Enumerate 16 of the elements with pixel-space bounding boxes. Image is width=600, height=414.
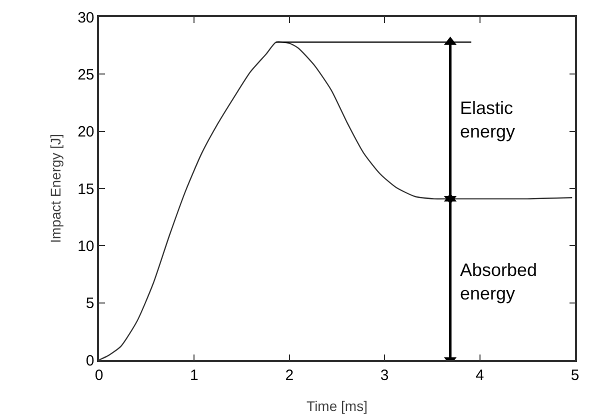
annotation: Elastic energy	[460, 98, 516, 142]
x-tick-label: 3	[380, 366, 389, 384]
y-tick-label: 25	[78, 66, 94, 84]
y-tick-label: 0	[86, 352, 94, 370]
x-tick-label: 2	[285, 366, 294, 384]
y-tick-label: 15	[78, 180, 94, 198]
x-axis-title: Time [ms]	[306, 398, 368, 414]
y-tick-label: 10	[78, 238, 94, 255]
y-tick-label: 5	[86, 295, 94, 312]
x-tick-label: 1	[190, 366, 198, 384]
y-tick-label: 20	[78, 124, 94, 141]
x-tick-label: 5	[570, 366, 580, 384]
y-axis-title: Impact Energy [J]	[48, 134, 64, 243]
annotation: Absorbed energy	[460, 260, 538, 304]
x-tick-label: 4	[476, 366, 484, 384]
y-tick-label: 30	[78, 9, 94, 26]
